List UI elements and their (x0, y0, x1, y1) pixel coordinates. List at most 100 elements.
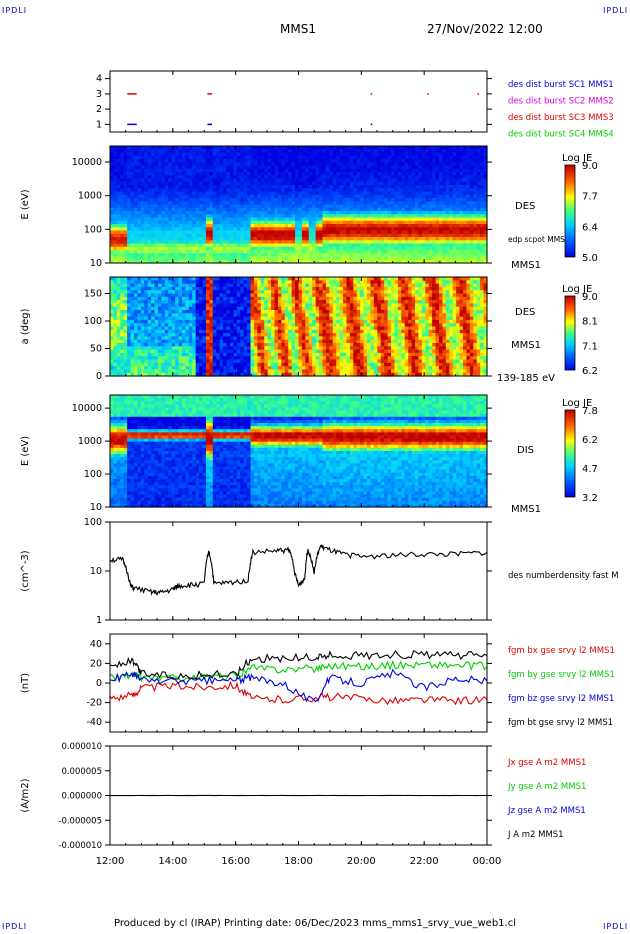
heat-cell-des-energy (154, 253, 159, 258)
heat-cell-des-energy (171, 175, 176, 180)
heat-cell-des-energy (192, 178, 197, 183)
heat-cell-des-energy (205, 217, 210, 222)
heat-cell-des-energy (116, 172, 121, 176)
heat-cell-des-energy (147, 172, 152, 176)
heat-cell-des-energy (188, 194, 193, 199)
heat-cell-des-energy (123, 211, 128, 215)
heat-cell-des-energy (110, 178, 115, 183)
heat-cell-des-energy (236, 204, 241, 209)
heat-cell-des-energy (164, 194, 169, 199)
heat-cell-des-energy (164, 256, 169, 261)
heat-cell-des-energy (113, 250, 118, 254)
heat-cell-des-energy (137, 185, 142, 189)
heat-cell-des-energy (233, 224, 238, 228)
heat-cell-des-energy (151, 172, 156, 176)
heat-cell-des-energy (116, 181, 121, 186)
heat-cell-des-energy (127, 227, 132, 232)
heat-cell-des-energy (171, 159, 176, 163)
heat-cell-des-energy (192, 211, 197, 215)
heat-cell-des-energy (195, 227, 200, 232)
heat-cell-des-energy (229, 250, 234, 254)
heat-cell-des-energy (113, 207, 118, 212)
heat-cell-des-energy (147, 224, 152, 228)
heat-cell-des-energy (147, 253, 152, 258)
heat-cell-des-energy (229, 227, 234, 232)
heat-cell-des-energy (123, 185, 128, 189)
heat-cell-des-energy (130, 214, 135, 219)
heat-cell-des-energy (113, 227, 118, 232)
heat-cell-des-energy (161, 250, 166, 254)
heat-cell-des-energy (154, 172, 159, 176)
heat-cell-des-energy (175, 175, 180, 180)
heat-cell-des-energy (120, 198, 125, 202)
heat-cell-des-energy (140, 188, 145, 193)
heat-cell-des-energy (147, 217, 152, 222)
heat-cell-des-energy (205, 149, 210, 154)
heat-cell-des-energy (226, 178, 231, 183)
heat-cell-des-energy (154, 178, 159, 183)
heat-cell-des-energy (140, 201, 145, 206)
heat-cell-des-energy (171, 172, 176, 176)
heat-cell-des-energy (199, 204, 204, 209)
heat-cell-des-energy (137, 224, 142, 228)
heat-cell-des-energy (216, 191, 221, 196)
heat-cell-des-energy (185, 149, 190, 154)
heat-cell-des-energy (192, 214, 197, 219)
heat-cell-des-energy (161, 230, 166, 235)
heat-cell-des-energy (175, 191, 180, 196)
heat-cell-des-energy (130, 217, 135, 222)
heat-cell-des-energy (123, 152, 128, 157)
heat-cell-des-energy (168, 181, 173, 186)
heat-cell-des-energy (178, 172, 183, 176)
heat-cell-des-energy (212, 207, 217, 212)
heat-cell-des-energy (192, 146, 197, 150)
heat-cell-des-energy (171, 220, 176, 225)
heat-cell-des-energy (212, 211, 217, 215)
heat-cell-des-energy (133, 214, 139, 219)
heat-cell-des-energy (130, 233, 135, 238)
heat-cell-des-energy (219, 227, 224, 232)
heat-cell-des-energy (236, 191, 241, 196)
heat-cell-des-energy (188, 243, 193, 248)
heat-cell-des-energy (229, 224, 234, 228)
heat-cell-des-energy (188, 175, 193, 180)
heat-cell-des-energy (236, 175, 241, 180)
heat-cell-des-energy (147, 230, 152, 235)
heat-cell-des-energy (229, 152, 234, 157)
heat-cell-des-energy (219, 217, 224, 222)
heat-cell-des-energy (116, 214, 121, 219)
heat-cell-des-energy (212, 214, 217, 219)
heat-cell-des-energy (226, 207, 231, 212)
heat-cell-des-energy (226, 175, 231, 180)
heat-cell-des-energy (199, 146, 204, 150)
heat-cell-des-energy (202, 214, 207, 219)
heat-cell-des-energy (195, 194, 200, 199)
heat-cell-des-energy (192, 172, 197, 176)
heat-cell-des-energy (226, 188, 231, 193)
heat-cell-des-energy (223, 165, 228, 170)
heat-cell-des-energy (144, 162, 149, 167)
heat-cell-des-energy (144, 188, 149, 193)
heat-cell-des-energy (229, 175, 234, 180)
heat-cell-des-energy (157, 152, 163, 157)
heat-cell-des-energy (171, 253, 176, 258)
heat-cell-des-energy (229, 240, 234, 245)
heat-cell-des-energy (195, 168, 200, 173)
heat-cell-des-energy (157, 168, 163, 173)
heat-cell-des-energy (226, 253, 231, 258)
heat-cell-des-energy (161, 201, 166, 206)
heat-cell-des-energy (216, 233, 221, 238)
heat-cell-des-energy (171, 201, 176, 206)
heat-cell-des-energy (168, 230, 173, 235)
heat-cell-des-energy (140, 256, 145, 261)
heat-cell-des-energy (236, 162, 241, 167)
heat-cell-des-energy (154, 168, 159, 173)
heat-cell-des-energy (226, 233, 231, 238)
heat-cell-des-energy (209, 259, 214, 264)
heat-cell-des-energy (133, 168, 139, 173)
heat-cell-des-energy (137, 175, 142, 180)
heat-cell-des-energy (133, 256, 139, 261)
heat-cell-des-energy (171, 217, 176, 222)
heat-cell-des-energy (185, 178, 190, 183)
heat-cell-des-energy (157, 211, 163, 215)
